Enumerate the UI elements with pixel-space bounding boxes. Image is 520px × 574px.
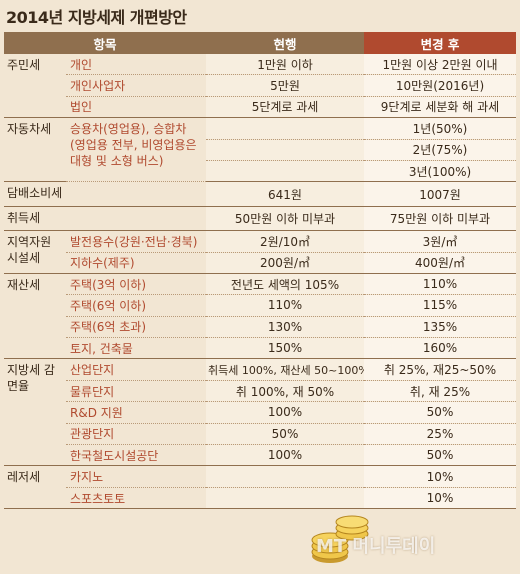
changed-cell: 취, 재 25% [364,380,517,403]
current-cell: 200원/㎥ [206,252,365,274]
item-cell: 승용차(영업용), 승합차 (영업용 전부, 비영업용은 대형 및 소형 버스) [66,117,207,183]
current-cell [206,160,365,183]
changed-cell: 25% [364,423,517,446]
current-cell: 100% [206,444,365,467]
current-cell: 50% [206,423,365,446]
current-cell: 전년도 세액의 105% [206,273,365,296]
current-cell: 2원/10㎥ [206,230,365,253]
table-row: 토지, 건축물 150% 160% [4,337,517,360]
table-row: R&D 지원 100% 50% [4,401,517,424]
item-cell: 토지, 건축물 [66,337,207,360]
table-row: 개인사업자 5만원 10만원(2016년) [4,74,517,97]
table-row: 주민세 개인 1만원 이하 1만원 이상 2만원 이내 [4,54,517,119]
category-cell: 취득세 [4,206,66,232]
table-row: 주택(6억 이하) 110% 115% [4,294,517,317]
current-cell: 130% [206,316,365,339]
current-cell [206,117,365,140]
table-row: 관광단지 50% 25% [4,423,517,446]
changed-cell: 1만원 이상 2만원 이내 [364,54,517,76]
table-row: 재산세 주택(3억 이하) 전년도 세액의 105% 110% [4,273,517,360]
item-cell: 법인 [66,96,207,119]
item-cell: 산업단지 [66,358,207,381]
table-row: 한국철도시설공단 100% 50% [4,444,517,467]
item-cell: 한국철도시설공단 [66,444,207,467]
header-item: 항목 [4,32,207,54]
changed-cell: 75만원 이하 미부과 [364,206,517,232]
coins-icon [311,515,369,563]
changed-cell: 2년(75%) [364,139,517,161]
table-row: 담배소비세 641원 1007원 [4,181,517,207]
item-cell: 개인사업자 [66,74,207,97]
changed-cell: 110% [364,273,517,296]
current-cell [206,139,365,161]
table-row: 법인 5단계로 과세 9단계로 세분화 해 과세 [4,96,517,119]
changed-cell: 3년(100%) [364,160,517,183]
table-row: 지방세 감면율 산업단지 취득세 100%, 재산세 50~100% 취 25%… [4,358,517,467]
current-cell: 5만원 [206,74,365,97]
current-cell: 5단계로 과세 [206,96,365,119]
current-cell: 1만원 이하 [206,54,365,76]
current-cell: 110% [206,294,365,317]
table-row: 지하수(제주) 200원/㎥ 400원/㎥ [4,252,517,274]
item-cell: 발전용수(강원·전남·경북) [66,230,207,253]
table-row: 레저세 카지노 10% [4,465,517,510]
category-cell: 재산세 [4,273,66,360]
header-changed: 변경 후 [364,32,517,54]
changed-cell: 3원/㎥ [364,230,517,253]
current-cell: 641원 [206,181,365,207]
item-cell: 주택(3억 이하) [66,273,207,296]
item-cell: 물류단지 [66,380,207,403]
item-cell: 주택(6억 이하) [66,294,207,317]
changed-cell: 10% [364,487,517,510]
item-cell: 개인 [66,54,207,76]
table-row: 2년(75%) [4,139,517,161]
category-cell: 지방세 감면율 [4,358,66,467]
changed-cell: 1년(50%) [364,117,517,140]
changed-cell: 50% [364,401,517,424]
changed-cell: 취 25%, 재25~50% [364,358,517,381]
changed-cell: 10만원(2016년) [364,74,517,97]
current-cell: 100% [206,401,365,424]
header-row: 항목 현행 변경 후 [4,32,517,54]
changed-cell: 400원/㎥ [364,252,517,274]
table-row: 스포츠토토 10% [4,487,517,510]
current-cell: 취득세 100%, 재산세 50~100% [206,358,365,381]
changed-cell: 135% [364,316,517,339]
category-cell: 레저세 [4,465,66,510]
current-cell [206,487,365,510]
table-row: 3년(100%) [4,160,517,183]
changed-cell: 9단계로 세분화 해 과세 [364,96,517,119]
item-cell: 관광단지 [66,423,207,446]
current-cell: 취 100%, 재 50% [206,380,365,403]
item-cell: 주택(6억 초과) [66,316,207,339]
item-cell: 카지노 [66,465,207,488]
table-row: 자동차세 승용차(영업용), 승합차 (영업용 전부, 비영업용은 대형 및 소… [4,117,517,183]
current-cell: 50만원 이하 미부과 [206,206,365,232]
current-cell [206,465,365,488]
item-cell: 지하수(제주) [66,252,207,274]
header-current: 현행 [206,32,365,54]
changed-cell: 160% [364,337,517,360]
changed-cell: 10% [364,465,517,488]
table-row: 취득세 50만원 이하 미부과 75만원 이하 미부과 [4,206,517,232]
table-row: 지역자원 시설세 발전용수(강원·전남·경북) 2원/10㎥ 3원/㎥ [4,230,517,274]
changed-cell: 50% [364,444,517,467]
current-cell: 150% [206,337,365,360]
changed-cell: 1007원 [364,181,517,207]
watermark-logo: MT 머니투데이 [316,536,436,557]
table-row: 주택(6억 초과) 130% 135% [4,316,517,339]
category-cell: 지역자원 시설세 [4,230,66,274]
item-cell [66,206,207,232]
item-cell [66,181,207,207]
item-cell: R&D 지원 [66,401,207,424]
category-cell: 자동차세 [4,117,66,183]
page-title: 2014년 지방세제 개편방안 [6,8,187,27]
category-cell: 담배소비세 [4,181,66,207]
tax-reform-table: 항목 현행 변경 후 주민세 개인 1만원 이하 1만원 이상 2만원 이내 개… [4,32,517,510]
changed-cell: 115% [364,294,517,317]
category-cell: 주민세 [4,54,66,119]
table-row: 물류단지 취 100%, 재 50% 취, 재 25% [4,380,517,403]
item-cell: 스포츠토토 [66,487,207,510]
